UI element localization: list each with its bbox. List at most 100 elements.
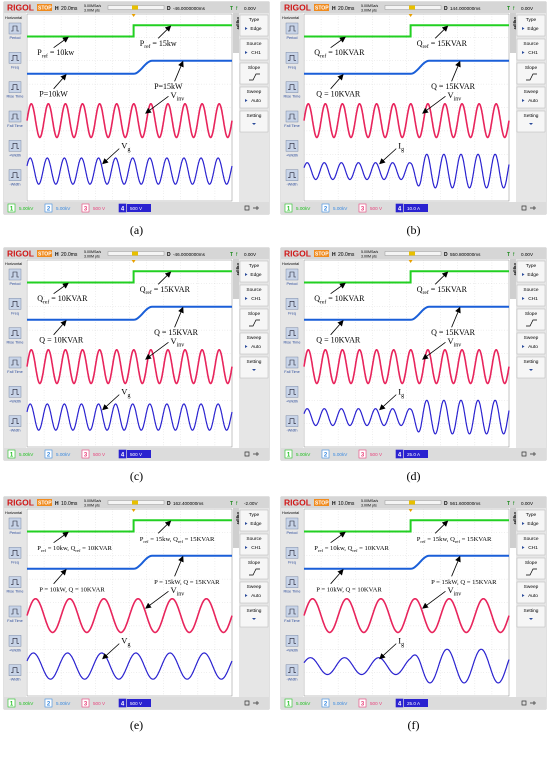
trigger-level: 0.00V: [521, 252, 534, 257]
trigger-tab-label: Trigger: [513, 16, 518, 30]
caption: (e): [130, 718, 143, 732]
menu-item: Freq: [11, 311, 19, 315]
menu-icon-glyph: [288, 143, 296, 149]
text-part: Q = 15KVAR: [431, 328, 476, 337]
trigger-marker: [408, 14, 413, 17]
arrow: [330, 320, 344, 336]
inverter-voltage-trace: [26, 598, 233, 634]
channel-number: 3: [84, 702, 88, 708]
subscript: ref: [75, 548, 81, 553]
subscript: ref: [320, 53, 326, 60]
sample-rate: 5.00MSa/s: [84, 250, 101, 254]
menu-value: CH1: [251, 296, 261, 302]
menu-icon: [285, 22, 299, 35]
menu-arrow: [252, 369, 256, 371]
caption: (a): [130, 223, 143, 237]
menu-box: [239, 86, 269, 109]
annotation: Pref = 15kw, Qref = 15KVAR: [417, 536, 492, 544]
channel-scale-box: [404, 204, 428, 212]
reference-trace: [27, 24, 232, 38]
arrow: [157, 271, 172, 285]
annotation: Q = 15KVAR: [431, 82, 476, 91]
menu-icon: [8, 140, 22, 152]
menu-icon-glyph: [288, 550, 296, 556]
menu-label: Slope: [525, 65, 538, 71]
menu-value: Edge: [527, 272, 539, 278]
menu-box: [239, 557, 269, 580]
h-letter: H: [55, 252, 59, 258]
points: 3.00M pts: [361, 254, 377, 258]
menu-item: -Width: [10, 429, 21, 433]
menu-icon-glyph: [288, 638, 296, 644]
menu-icon-glyph: [288, 418, 296, 424]
menu-icon-glyph: [11, 608, 19, 615]
menu-label: Type: [249, 17, 260, 23]
text-part: V: [171, 90, 178, 100]
menu-label: Slope: [525, 560, 538, 566]
menu-icon-glyph: [11, 359, 19, 366]
brand: RIGOL: [284, 498, 311, 508]
brand: RIGOL: [284, 3, 311, 13]
menu-item: Freq: [288, 560, 296, 564]
channel-number: 2: [324, 702, 328, 708]
points: 3.00M pts: [361, 8, 377, 12]
text-part: Q: [314, 294, 320, 303]
menu-icon-glyph: [11, 113, 19, 120]
arrow: [434, 25, 449, 39]
menu-item: +Width: [9, 648, 21, 652]
menu-pointer: [522, 345, 525, 348]
menu-box: [516, 62, 546, 85]
menu-box: [239, 356, 269, 379]
arrow: [379, 148, 397, 165]
arrow: [451, 306, 461, 328]
text-part: I: [398, 636, 401, 646]
trigger-marker: [131, 260, 136, 263]
channel-box: [321, 203, 330, 213]
arrow: [174, 60, 184, 82]
arrow: [53, 74, 67, 90]
subscript: ref: [146, 289, 152, 296]
arrow: [53, 531, 69, 543]
channel-scale: 5.00kV: [56, 452, 71, 457]
menu-value: CH1: [528, 50, 538, 56]
trigger-tab: [510, 508, 516, 548]
menu-item: Freq: [288, 65, 296, 69]
annotation: Pref = 10kw, Qref = 10KVAR: [37, 545, 112, 553]
arrow: [53, 569, 67, 585]
subscript: ref: [423, 43, 429, 50]
menu-value: Edge: [250, 521, 262, 527]
menu-icon: [8, 415, 22, 427]
menu-icon: [8, 664, 22, 676]
text-part: V: [121, 387, 128, 397]
reference-trace: [27, 519, 232, 533]
arrow: [434, 271, 449, 285]
text-part: Q: [140, 285, 146, 294]
subscript: inv: [454, 97, 462, 103]
trigger-tab-label: Trigger: [236, 511, 241, 525]
trigger-marker: [408, 509, 413, 512]
status-icons: [244, 451, 259, 457]
channel-scale-box: [404, 450, 428, 458]
arrow: [330, 282, 346, 294]
menu-icon-glyph: [288, 172, 296, 178]
status-icons: [244, 205, 259, 211]
subscript: ref: [320, 299, 326, 306]
trigger-time: 162.400000ms: [173, 501, 204, 506]
menu-item: Fall Time: [7, 619, 22, 623]
menu-item: Period: [287, 531, 298, 535]
trigger-marker: [131, 14, 136, 17]
arrow: [451, 60, 461, 82]
reference-trace: [304, 270, 509, 284]
channel-box: [395, 698, 404, 708]
h-letter: H: [55, 501, 59, 507]
menu-label: Type: [526, 263, 537, 269]
status-icons: [244, 700, 259, 706]
channel-box: [284, 449, 293, 459]
annotation: Vg: [121, 636, 130, 649]
t-letter: T: [507, 6, 510, 12]
menu-icon: [285, 664, 299, 676]
menu-icon-glyph: [11, 389, 19, 395]
menu-box: [239, 14, 269, 37]
scope-panel: RIGOL STOP H 20.0ms 5.00MSa/s3.00M pts D 550.8…: [280, 247, 547, 483]
menu-icon-glyph: [11, 638, 19, 644]
